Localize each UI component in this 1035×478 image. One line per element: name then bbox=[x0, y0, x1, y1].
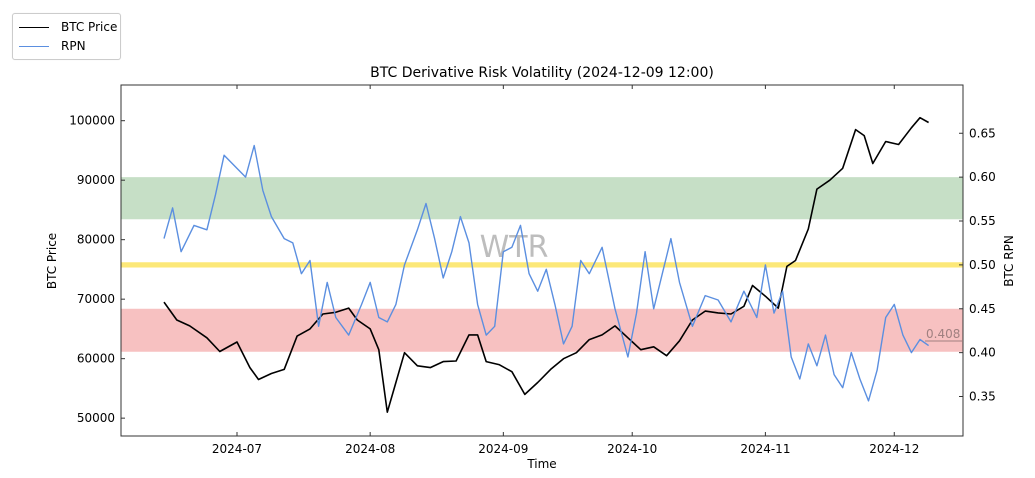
y-axis-right: 0.35 0.40 0.45 0.50 0.55 0.60 0.65 bbox=[959, 126, 996, 404]
y-axis-left: 50000 60000 70000 80000 90000 100000 bbox=[69, 114, 125, 425]
y-right-tick-label: 0.45 bbox=[969, 302, 996, 316]
y-left-tick-label: 100000 bbox=[69, 114, 115, 128]
band-high-risk-zone bbox=[121, 177, 963, 220]
x-tick-label: 2024-08 bbox=[345, 442, 395, 456]
y-axis-right-label: BTC RPN bbox=[1002, 235, 1016, 287]
x-tick-label: 2024-10 bbox=[607, 442, 657, 456]
x-axis: 2024-07 2024-08 2024-09 2024-10 2024-11 2024-… bbox=[212, 85, 919, 456]
plot-frame bbox=[120, 84, 964, 437]
y-left-tick-label: 80000 bbox=[77, 233, 115, 247]
legend-label: RPN bbox=[61, 39, 86, 53]
y-left-tick-label: 50000 bbox=[77, 411, 115, 425]
y-left-tick-label: 60000 bbox=[77, 352, 115, 366]
y-right-tick-label: 0.50 bbox=[969, 258, 996, 272]
y-right-tick-label: 0.35 bbox=[969, 390, 996, 404]
series-line-btc-price bbox=[163, 116, 929, 414]
x-tick-label: 2024-07 bbox=[212, 442, 262, 456]
last-value-label: 0.408 bbox=[926, 327, 960, 341]
legend-item-rpn: RPN bbox=[19, 37, 86, 55]
band-mid-line bbox=[121, 262, 963, 268]
series-layer bbox=[163, 116, 930, 414]
x-tick-label: 2024-12 bbox=[869, 442, 919, 456]
legend-swatch-btc-price bbox=[19, 26, 49, 28]
y-left-tick-label: 70000 bbox=[77, 292, 115, 306]
legend-item-btc-price: BTC Price bbox=[19, 18, 117, 36]
x-axis-label: Time bbox=[526, 457, 556, 471]
legend: BTC Price RPN bbox=[12, 13, 121, 60]
y-left-tick-label: 90000 bbox=[77, 173, 115, 187]
x-tick-label: 2024-09 bbox=[478, 442, 528, 456]
legend-label: BTC Price bbox=[61, 20, 118, 34]
y-axis-left-label: BTC Price bbox=[45, 233, 59, 289]
legend-swatch-rpn bbox=[19, 45, 49, 47]
band-low-risk-zone bbox=[121, 308, 963, 352]
x-tick-label: 2024-11 bbox=[740, 442, 790, 456]
watermark: WTR bbox=[480, 230, 549, 265]
y-right-tick-label: 0.40 bbox=[969, 346, 996, 360]
y-right-tick-label: 0.65 bbox=[969, 126, 996, 140]
y-right-tick-label: 0.55 bbox=[969, 214, 996, 228]
chart-title: BTC Derivative Risk Volatility (2024-12-… bbox=[370, 65, 714, 81]
y-right-tick-label: 0.60 bbox=[969, 170, 996, 184]
series-line-rpn bbox=[163, 144, 930, 402]
